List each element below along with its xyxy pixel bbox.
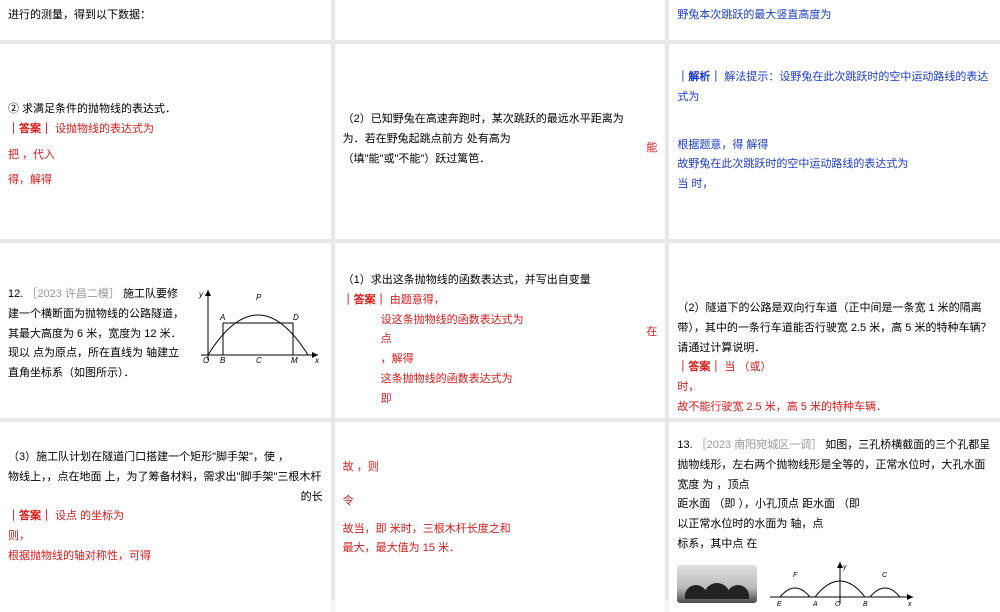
- text: （3）施工队计划在隧道门口搭建一个矩形"脚手架"，使 ，: [8, 448, 323, 468]
- cell-r3c0: （3）施工队计划在隧道门口搭建一个矩形"脚手架"，使 ， 物线上，，点在地面 上…: [0, 422, 331, 612]
- question-number: 13.: [677, 439, 692, 451]
- svg-text:O: O: [835, 601, 841, 608]
- text: 当 时，: [677, 175, 992, 195]
- svg-text:F: F: [793, 572, 798, 579]
- text: 故野兔在此次跳跃时的空中运动路线的表达式为: [677, 155, 992, 175]
- cell-r1c2: ｜解析｜ 解法提示：设野兔在此次跳跃时的空中运动路线的表达式为 根据题意，得 解…: [669, 44, 1000, 239]
- svg-text:B: B: [220, 356, 226, 365]
- answer-label: ｜答案｜: [343, 294, 387, 306]
- answer-label: ｜答案｜: [8, 123, 52, 135]
- answer-text: 设抛物线的表达式为: [55, 123, 154, 135]
- answer-text: 由题意得，: [390, 294, 445, 306]
- svg-text:E: E: [777, 601, 782, 608]
- text: ② 求满足条件的抛物线的表达式．: [8, 100, 323, 120]
- text: 进行的测量，得到以下数据：: [8, 9, 151, 21]
- svg-text:x: x: [314, 356, 320, 365]
- svg-text:y: y: [198, 290, 204, 299]
- svg-text:y: y: [842, 564, 847, 571]
- question-text: 施工队要修建一个横断面为抛物线的公路隧道，其最大高度为 6 米，宽度为 12 米…: [8, 288, 184, 379]
- svg-text:C: C: [256, 356, 262, 365]
- text: 时，: [677, 378, 992, 398]
- svg-text:D: D: [293, 313, 299, 322]
- text: 的长: [8, 488, 323, 508]
- text: 故不能行驶宽 2.5 米，高 5 米的特种车辆．: [677, 398, 992, 418]
- cell-r1c1: （2）已知野兔在高速奔跑时，某次跳跃的最远水平距离为 为．若在野兔起跳点前方 处…: [335, 44, 666, 239]
- text: ，解得: [343, 350, 658, 370]
- text: 最大，最大值为 15 米．: [343, 539, 658, 559]
- text: 故当，即 米时，三根木杆长度之和: [343, 520, 658, 540]
- text: 这条抛物线的函数表达式为: [343, 370, 658, 390]
- answer-label: ｜答案｜: [677, 361, 721, 373]
- text: （2）隧道下的公路是双向行车道（正中间是一条宽 1 米的隔离带），其中的一条行车…: [677, 299, 992, 358]
- cell-r3c2: 13. ［2023 南阳宛城区一调］ 如图，三孔桥横截面的三个孔都呈抛物线形，左…: [669, 422, 1000, 612]
- cell-r1c0: ② 求满足条件的抛物线的表达式． ｜答案｜ 设抛物线的表达式为 把 ，代入 得，…: [0, 44, 331, 239]
- text: 标系，其中点 在: [677, 535, 992, 555]
- text: 距水面 （即 ），小孔顶点 距水面 （即: [677, 495, 992, 515]
- text: 根据抛物线的轴对称性，可得: [8, 547, 323, 567]
- answer-text: 设点 的坐标为: [55, 510, 124, 522]
- cell-r2c1: （1）求出这条抛物线的函数表达式，并写出自变量 ｜答案｜ 由题意得， 设这条抛物…: [335, 243, 666, 418]
- svg-text:B: B: [863, 601, 868, 608]
- text: （2）已知野兔在高速奔跑时，某次跳跃的最远水平距离为: [343, 110, 658, 130]
- three-arch-diagram: E F A O B C x y: [765, 559, 915, 609]
- cell-r2c0: 12. ［2023 许昌二模］ 施工队要修建一个横断面为抛物线的公路隧道，其最大…: [0, 243, 331, 418]
- answer-text: 当 （或）: [724, 361, 771, 373]
- cell-r3c1: 故 ，则 令 故当，即 米时，三根木杆长度之和 最大，最大值为 15 米．: [335, 422, 666, 612]
- svg-text:A: A: [812, 601, 818, 608]
- text: 令: [343, 492, 658, 512]
- text: 物线上，，点在地面 上，为了筹备材料，需求出"脚手架"三根木杆: [8, 468, 323, 488]
- fill-answer: 能: [646, 139, 657, 159]
- text: 为．若在野兔起跳点前方 处有高为: [343, 130, 658, 150]
- text: 把 ，代入: [8, 146, 323, 166]
- text: 野兔本次跳跃的最大竖直高度为: [677, 9, 831, 21]
- svg-text:M: M: [291, 356, 298, 365]
- question-source: ［2023 许昌二模］: [26, 288, 120, 300]
- text: 故 ，则: [343, 458, 658, 478]
- text: 点: [343, 330, 658, 350]
- text: （填"能"或"不能"）跃过篱笆．: [343, 150, 658, 170]
- svg-text:A: A: [219, 313, 225, 322]
- svg-text:O: O: [203, 356, 209, 365]
- svg-text:P: P: [256, 293, 262, 302]
- analysis-label: ｜解析｜: [677, 71, 721, 83]
- cell-r2c2: （2）隧道下的公路是双向行车道（正中间是一条宽 1 米的隔离带），其中的一条行车…: [669, 243, 1000, 418]
- bridge-photo: [677, 565, 757, 603]
- question-source: ［2023 南阳宛城区一调］: [696, 439, 823, 451]
- svg-text:C: C: [882, 572, 888, 579]
- text: 即: [343, 390, 658, 410]
- parabola-tunnel-diagram: O B C M A P D y x: [193, 285, 323, 365]
- text: 得，解得: [8, 171, 323, 191]
- text: 则，: [8, 527, 323, 547]
- svg-text:x: x: [907, 601, 912, 608]
- cell-r0c0: 进行的测量，得到以下数据：: [0, 0, 331, 40]
- text: 设这条抛物线的函数表达式为: [343, 311, 658, 331]
- cell-r0c1: [335, 0, 666, 40]
- cell-r0c2: 野兔本次跳跃的最大竖直高度为: [669, 0, 1000, 40]
- answer-label: ｜答案｜: [8, 510, 52, 522]
- text: 以正常水位时的水面为 轴，点: [677, 515, 992, 535]
- fill-answer: 在: [646, 323, 657, 343]
- text: （1）求出这条抛物线的函数表达式，并写出自变量: [343, 271, 658, 291]
- analysis-text: 解法提示：设野兔在此次跳跃时的空中运动路线的表达式为: [677, 71, 988, 103]
- question-number: 12.: [8, 288, 23, 300]
- text: 根据题意，得 解得: [677, 136, 992, 156]
